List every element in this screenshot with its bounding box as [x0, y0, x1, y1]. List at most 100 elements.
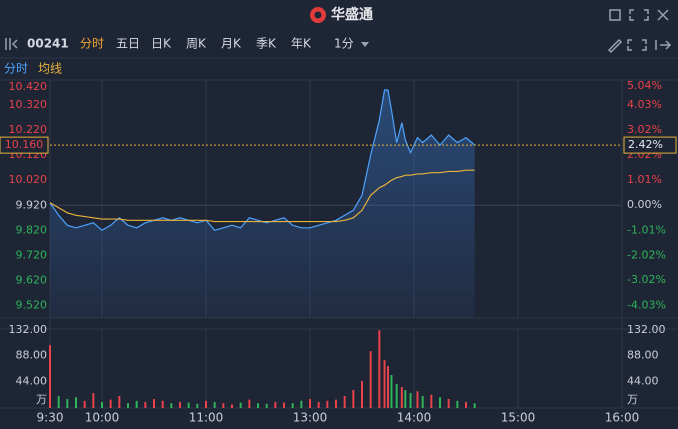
volume-bar: [352, 390, 355, 408]
toolbar-tab[interactable]: 周K: [186, 37, 207, 51]
volume-bar: [153, 399, 155, 408]
toolbar-tab[interactable]: 月K: [221, 37, 242, 51]
volume-bar: [473, 403, 476, 408]
x-tick-label: 16:00: [605, 411, 640, 425]
y2-tick-label: -2.02%: [627, 248, 666, 261]
volume-bar: [109, 399, 112, 408]
volume-bar: [361, 381, 363, 408]
volume-bar: [430, 394, 433, 408]
volume-bar: [409, 393, 412, 408]
toolbar-tab[interactable]: 年K: [291, 37, 312, 51]
volume-bar: [400, 387, 403, 408]
x-tick-label: 11:00: [189, 411, 224, 425]
volume-bar: [135, 400, 138, 408]
y2-tick-label: 5.04%: [627, 79, 662, 92]
volume-bar: [257, 403, 259, 408]
top-bar: [0, 0, 678, 30]
volume-bar: [101, 402, 103, 408]
y2-tick-label: -4.03%: [627, 298, 666, 311]
legend-entry: 分时: [4, 62, 28, 76]
volume-bar: [326, 400, 329, 408]
volume-bar: [395, 384, 398, 408]
avg-line: [49, 169, 475, 223]
volume-tick-label: 88.00: [16, 348, 48, 361]
volume-bar: [383, 360, 386, 408]
dropdown-arrow[interactable]: [361, 42, 369, 47]
app-name: 华盛通: [331, 6, 373, 23]
y2-tick-label: 4.03%: [627, 98, 662, 111]
volume-bar: [83, 400, 86, 408]
volume-unit: 万: [36, 393, 47, 406]
y-tick-label: 9.920: [16, 198, 48, 211]
volume-bar: [439, 397, 441, 408]
volume-tick-label: 132.00: [9, 323, 48, 336]
y-tick-label: 10.420: [9, 80, 48, 93]
volume-bar: [387, 366, 389, 408]
volume-tick-label: 132.00: [627, 323, 666, 336]
volume-bar: [309, 399, 311, 408]
current-price-label: 10.160: [5, 138, 44, 151]
volume-unit: 万: [627, 393, 638, 406]
side-toggle[interactable]: [5, 38, 18, 50]
volume-bar: [283, 402, 285, 408]
volume-bar: [75, 397, 77, 408]
y-tick-label: 10.320: [9, 98, 48, 111]
volume-bar: [390, 375, 393, 408]
volume-bar: [127, 403, 129, 408]
volume-bar: [49, 345, 51, 408]
volume-bar: [274, 402, 277, 408]
volume-bar: [416, 391, 419, 408]
y-tick-label: 10.220: [9, 123, 48, 136]
x-tick-label: 14:00: [397, 411, 432, 425]
volume-tick-label: 44.00: [627, 375, 659, 388]
x-tick-label: 10:00: [85, 411, 120, 425]
volume-bar: [447, 399, 450, 408]
y2-tick-label: 0.00%: [627, 198, 662, 211]
price-area: [50, 90, 475, 318]
volume-bar: [66, 399, 69, 408]
volume-bar: [291, 403, 294, 408]
toolbar-tab[interactable]: 分时: [80, 37, 104, 51]
current-change-box: [623, 136, 677, 154]
volume-bar: [239, 402, 242, 408]
volume-bar: [300, 400, 303, 408]
toolbar-tab[interactable]: 季K: [256, 37, 277, 51]
volume-bar: [222, 403, 225, 408]
volume-bar: [421, 396, 424, 408]
y2-tick-label: -3.02%: [627, 273, 666, 286]
tool-icons[interactable]: [607, 38, 672, 54]
legend-entry: 均线: [38, 62, 62, 76]
volume-bar: [343, 396, 346, 408]
volume-bar: [231, 404, 233, 408]
current-change-label: 2.42%: [628, 138, 663, 151]
volume-bar: [170, 403, 173, 408]
y-tick-label: 10.020: [9, 173, 48, 186]
volume-bar: [92, 393, 95, 408]
volume-bar: [378, 330, 381, 408]
volume-tick-label: 88.00: [627, 348, 659, 361]
stock-code: 00241: [27, 37, 69, 51]
y2-tick-label: -1.01%: [627, 223, 666, 236]
volume-bar: [161, 400, 164, 408]
y-tick-label: 9.720: [16, 248, 48, 261]
window-icons[interactable]: [609, 9, 669, 21]
y2-tick-label: 1.01%: [627, 173, 662, 186]
toolbar-tab[interactable]: 1分: [334, 37, 354, 51]
toolbar-tab[interactable]: 五日: [116, 37, 140, 51]
x-tick-label: 15:00: [501, 411, 536, 425]
y-tick-label: 9.520: [16, 298, 48, 311]
volume-bar: [248, 399, 251, 408]
y2-tick-label: 3.02%: [627, 123, 662, 136]
volume-bar: [456, 400, 459, 408]
volume-bar: [465, 402, 467, 408]
x-tick-label: 13:00: [293, 411, 328, 425]
volume-tick-label: 44.00: [16, 375, 48, 388]
y-tick-label: 9.820: [16, 223, 48, 236]
volume-bar: [205, 400, 207, 408]
volume-bar: [179, 402, 181, 408]
volume-bar: [265, 403, 268, 408]
x-tick-label: 9:30: [37, 411, 64, 425]
volume-bar: [317, 402, 320, 408]
toolbar-tab[interactable]: 日K: [151, 37, 172, 51]
